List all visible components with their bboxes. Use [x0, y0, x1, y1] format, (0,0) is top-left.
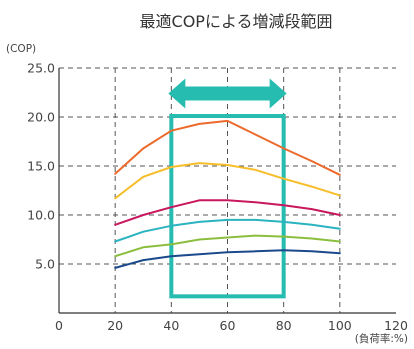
series-line-6	[114, 249, 341, 269]
series-layer	[114, 119, 341, 269]
x-axis-unit-label: (負荷率:%)	[355, 332, 408, 345]
series-line-1	[114, 119, 341, 176]
x-tick-label: 0	[55, 318, 63, 333]
y-axis-unit-label: (COP)	[6, 43, 36, 55]
x-tick-label: 60	[220, 318, 236, 333]
y-tick-label: 15.0	[27, 159, 55, 174]
tick-label-layer: 5.0 10.0 15.0 20.0 25.0 0 20 40 60 80 100 120	[27, 61, 408, 334]
y-tick-label: 5.0	[35, 257, 55, 272]
range-double-arrow	[168, 78, 287, 109]
x-tick-label: 20	[107, 318, 123, 333]
series-line-5	[114, 234, 341, 258]
x-tick-label: 40	[163, 318, 179, 333]
series-line-4	[114, 218, 341, 243]
series-line-3	[114, 199, 341, 226]
x-tick-label: 120	[384, 318, 408, 333]
grid-layer	[59, 67, 396, 313]
y-tick-label: 10.0	[27, 208, 55, 223]
chart-title: 最適COPによる増減段範囲	[140, 12, 333, 31]
x-tick-label: 80	[276, 318, 292, 333]
series-line-2	[114, 162, 341, 200]
axis-layer	[58, 68, 396, 314]
y-tick-label: 20.0	[27, 110, 55, 125]
x-tick-label: 100	[328, 318, 352, 333]
y-tick-label: 25.0	[27, 61, 55, 76]
